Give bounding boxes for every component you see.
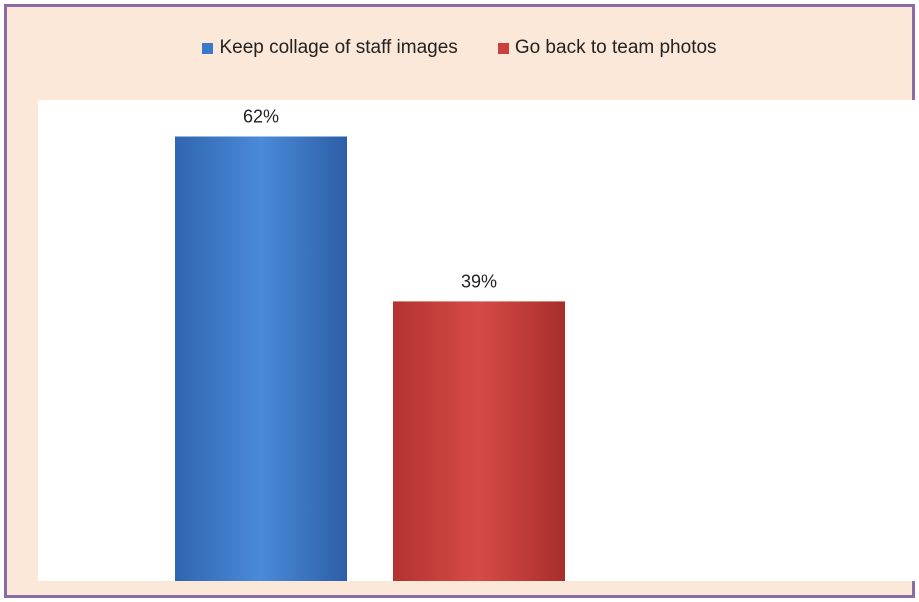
bar-team-photos [393, 301, 565, 581]
legend-item-team-photos: Go back to team photos [497, 37, 717, 59]
legend-label-team-photos: Go back to team photos [514, 37, 717, 58]
legend-item-keep-collage: Keep collage of staff images [202, 37, 458, 59]
plot-area: 62% 39% [38, 100, 918, 581]
bar-chart: 62% 39% [175, 107, 565, 581]
data-label-keep-collage: 62% [243, 107, 279, 127]
legend-label-keep-collage: Keep collage of staff images [219, 37, 458, 58]
legend-swatch-team-photos [497, 42, 509, 54]
chart-frame: Keep collage of staff images Go back to … [4, 4, 918, 598]
legend-swatch-keep-collage [202, 42, 214, 54]
data-label-team-photos: 39% [461, 271, 497, 291]
chart-legend: Keep collage of staff images Go back to … [7, 37, 912, 59]
bar-keep-collage [175, 136, 347, 581]
